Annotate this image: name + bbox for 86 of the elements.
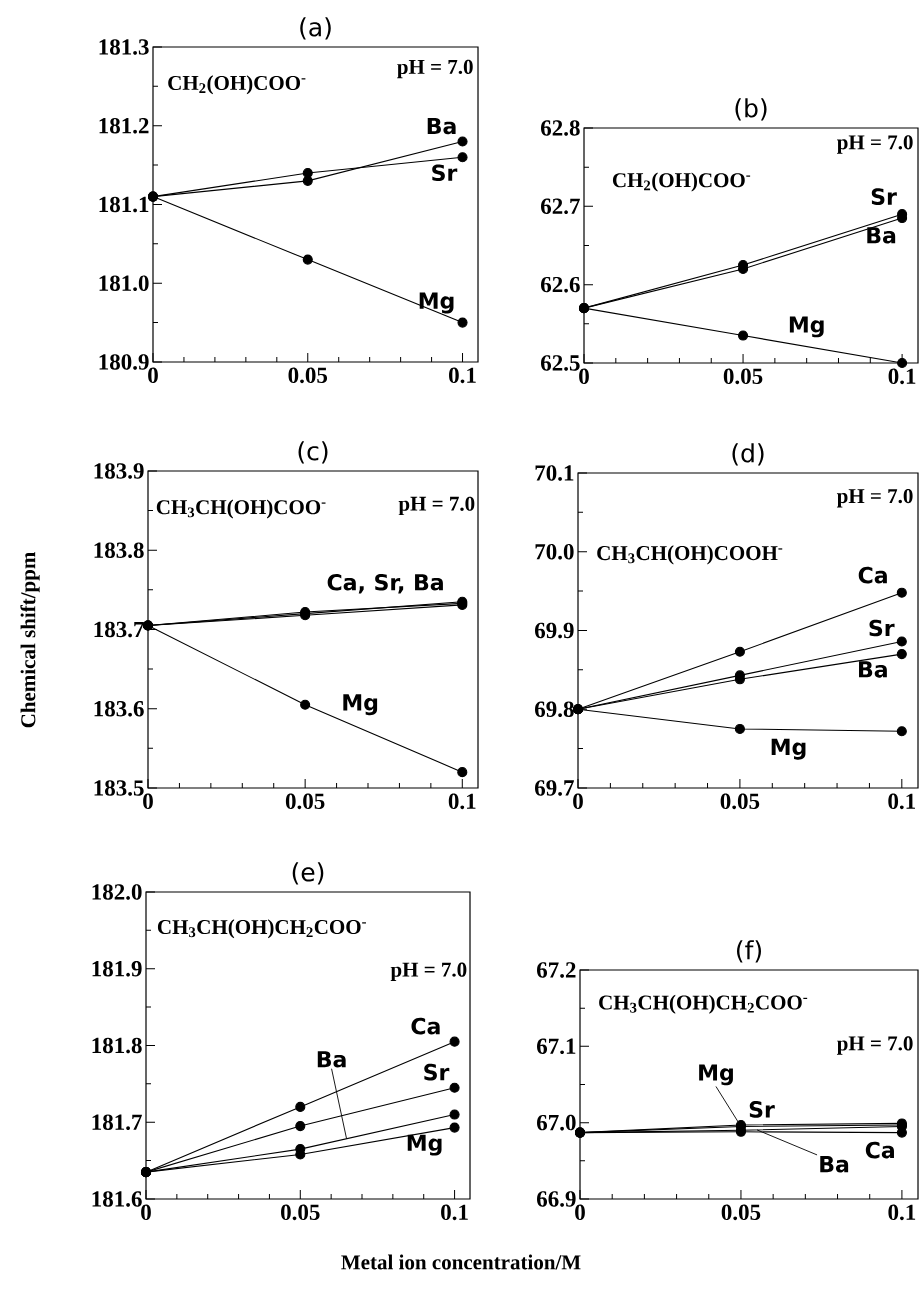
annotation: CH$_{3}$CH(OH)CH$_{2}$COO$^{-}$ bbox=[157, 919, 366, 939]
x-tick-label: 0.05 bbox=[281, 1204, 320, 1221]
y-tick-label: 62.7 bbox=[541, 198, 580, 215]
y-tick-label: 181.1 bbox=[99, 196, 149, 213]
annotation: pH = 7.0 bbox=[836, 1036, 913, 1055]
x-tick-label: 0.05 bbox=[285, 793, 325, 810]
y-tick-label: 181.8 bbox=[92, 1037, 142, 1054]
y-tick-label: 70.0 bbox=[535, 543, 574, 560]
chart-title: (b) bbox=[735, 98, 767, 121]
annotation: pH = 7.0 bbox=[390, 962, 467, 982]
y-tick-label: 181.2 bbox=[99, 117, 149, 134]
y-axis-title: Chemical shift/ppm bbox=[20, 551, 40, 728]
y-tick-label: 181.7 bbox=[92, 1114, 142, 1131]
y-tick-label: 181.3 bbox=[99, 39, 149, 55]
y-tick-label: 183.5 bbox=[94, 780, 144, 796]
x-tick-label: 0 bbox=[141, 1204, 151, 1221]
series-label: Sr bbox=[432, 164, 458, 182]
x-tick-label: 0.1 bbox=[888, 1204, 916, 1221]
x-tick-label: 0.1 bbox=[441, 1204, 468, 1221]
y-tick-label: 69.9 bbox=[535, 622, 574, 639]
x-tick-label: 0.05 bbox=[288, 367, 328, 384]
y-tick-label: 181.9 bbox=[92, 960, 142, 977]
annotation: pH = 7.0 bbox=[837, 135, 913, 154]
chart-title: (c) bbox=[298, 441, 328, 464]
series-label: Mg bbox=[407, 1134, 442, 1156]
x-axis-title: Metal ion concentration/M bbox=[341, 1254, 581, 1270]
annotation: CH$_{3}$CH(OH)COOH$^{-}$ bbox=[597, 545, 783, 565]
x-tick-label: 0.05 bbox=[723, 368, 763, 385]
x-tick-label: 0 bbox=[575, 1204, 585, 1221]
chart-title: (a) bbox=[300, 17, 331, 40]
y-tick-label: 181.6 bbox=[92, 1191, 142, 1207]
y-tick-label: 183.8 bbox=[94, 542, 144, 559]
x-tick-label: 0.05 bbox=[720, 793, 760, 810]
y-tick-label: 183.9 bbox=[94, 463, 144, 479]
annotation: CH$_{3}$CH(OH)CH$_{2}$COO$^{-}$ bbox=[599, 994, 808, 1014]
series-label: Sr bbox=[871, 188, 897, 205]
series-label: Mg bbox=[419, 292, 454, 314]
x-tick-label: 0.1 bbox=[448, 793, 476, 810]
x-tick-label: 0.05 bbox=[721, 1204, 761, 1221]
series-label: Mg bbox=[789, 316, 824, 338]
y-tick-label: 69.8 bbox=[535, 701, 574, 718]
y-tick-label: 183.7 bbox=[94, 621, 144, 638]
x-tick-label: 0 bbox=[148, 367, 158, 384]
series-label: Sr bbox=[424, 1063, 450, 1081]
y-tick-label: 183.6 bbox=[94, 700, 144, 717]
series-label: Ca bbox=[411, 1017, 440, 1035]
x-tick-label: 0 bbox=[143, 793, 153, 810]
y-tick-label: 66.9 bbox=[537, 1191, 576, 1207]
annotation: pH = 7.0 bbox=[397, 59, 473, 79]
y-tick-label: 62.6 bbox=[541, 276, 580, 293]
series-label: Ba bbox=[820, 1156, 849, 1173]
annotation: CH$_{2}$(OH)COO$^{-}$ bbox=[168, 75, 306, 95]
series-label: Ba bbox=[427, 117, 456, 135]
series-label: Sr bbox=[869, 619, 895, 637]
y-tick-label: 67.1 bbox=[537, 1038, 576, 1055]
x-tick-label: 0.1 bbox=[888, 793, 916, 810]
series-label: Sr bbox=[749, 1101, 775, 1118]
y-tick-label: 70.1 bbox=[535, 465, 574, 481]
x-tick-label: 0.1 bbox=[449, 367, 476, 384]
series-label: Ca bbox=[865, 1141, 894, 1159]
y-tick-label: 67.2 bbox=[537, 962, 576, 978]
y-tick-label: 62.5 bbox=[541, 355, 580, 371]
annotation: pH = 7.0 bbox=[836, 488, 913, 508]
y-tick-label: 62.8 bbox=[541, 120, 580, 136]
series-label: Ba bbox=[867, 227, 896, 244]
x-tick-label: 0.1 bbox=[888, 368, 916, 385]
x-tick-label: 0 bbox=[573, 793, 583, 810]
y-tick-label: 181.0 bbox=[99, 275, 149, 292]
annotation: pH = 7.0 bbox=[398, 496, 475, 516]
y-tick-label: 180.9 bbox=[99, 354, 149, 370]
series-label: Mg bbox=[699, 1064, 733, 1086]
series-label: Ba bbox=[859, 661, 887, 678]
annotation: CH$_{3}$CH(OH)COO$^{-}$ bbox=[156, 499, 326, 519]
series-label: Mg bbox=[771, 738, 806, 760]
annotation: Ca, Sr, Ba bbox=[327, 573, 443, 594]
chart-title: (d) bbox=[732, 443, 764, 466]
y-tick-label: 182.0 bbox=[92, 884, 142, 900]
series-label: Ca bbox=[858, 566, 887, 584]
y-tick-label: 67.0 bbox=[537, 1114, 576, 1131]
x-tick-label: 0 bbox=[579, 368, 589, 385]
series-label: Mg bbox=[343, 694, 378, 716]
y-tick-label: 69.7 bbox=[535, 780, 574, 796]
chart-title: (f) bbox=[737, 940, 762, 963]
chart-title: (e) bbox=[292, 862, 324, 885]
text: Ba bbox=[317, 1051, 346, 1068]
annotation: CH$_{2}$(OH)COO$^{-}$ bbox=[612, 172, 751, 192]
